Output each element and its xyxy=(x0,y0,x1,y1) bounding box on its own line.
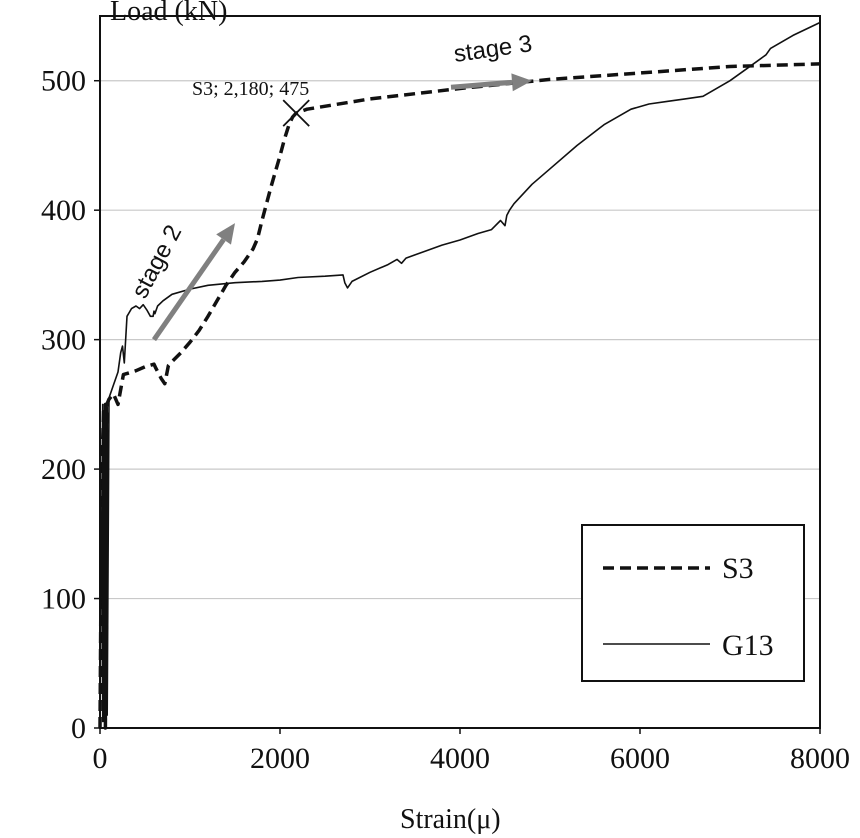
y-tick-label-100: 100 xyxy=(41,583,86,616)
series-line-g13 xyxy=(99,21,821,729)
legend-label-s3: S3 xyxy=(722,552,754,585)
y-tick-label-200: 200 xyxy=(41,453,86,486)
s3-point-marker xyxy=(282,99,310,127)
annotation-stage-3: stage 3 xyxy=(452,30,534,68)
legend: S3 G13 xyxy=(581,524,805,682)
x-tick-label-2000: 2000 xyxy=(250,742,310,775)
annotation-s3-point-label: S3; 2,180; 475 xyxy=(192,78,309,100)
stage-arrow-shaft-2 xyxy=(151,238,226,342)
annotation-stage-2: stage 2 xyxy=(126,221,187,303)
stage-arrow-head-2 xyxy=(216,223,235,245)
y-tick-label-500: 500 xyxy=(41,65,86,98)
axis-ticks: 0 100 200 300 400 500 0 2000 4000 6000 8000 xyxy=(41,65,850,775)
y-tick-label-300: 300 xyxy=(41,324,86,357)
x-tick-label-4000: 4000 xyxy=(430,742,490,775)
stage-arrow-shaft-3 xyxy=(450,79,513,90)
y-tick-label-0: 0 xyxy=(71,712,86,745)
point-marker-stroke-b xyxy=(282,99,310,127)
stage-arrow-head-3 xyxy=(511,73,532,92)
x-tick-label-0: 0 xyxy=(93,742,108,775)
x-tick-label-8000: 8000 xyxy=(790,742,850,775)
gridlines xyxy=(100,80,820,600)
y-tick-label-400: 400 xyxy=(41,194,86,227)
x-axis-title: Strain(μ) xyxy=(400,804,501,835)
legend-box xyxy=(581,524,805,682)
x-tick-label-6000: 6000 xyxy=(610,742,670,775)
annotation-arrows xyxy=(151,73,532,342)
y-axis-title: Load (kN) xyxy=(110,0,227,27)
legend-label-g13: G13 xyxy=(722,629,774,662)
